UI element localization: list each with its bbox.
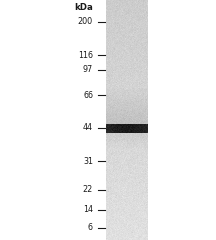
Text: 44: 44: [83, 124, 93, 132]
Text: 97: 97: [83, 66, 93, 74]
Text: 6: 6: [88, 223, 93, 233]
Text: kDa: kDa: [74, 4, 93, 12]
Text: 14: 14: [83, 205, 93, 215]
Text: 31: 31: [83, 156, 93, 166]
Text: 116: 116: [78, 50, 93, 60]
Text: 66: 66: [83, 90, 93, 100]
Text: 200: 200: [78, 18, 93, 26]
Text: 22: 22: [83, 186, 93, 194]
